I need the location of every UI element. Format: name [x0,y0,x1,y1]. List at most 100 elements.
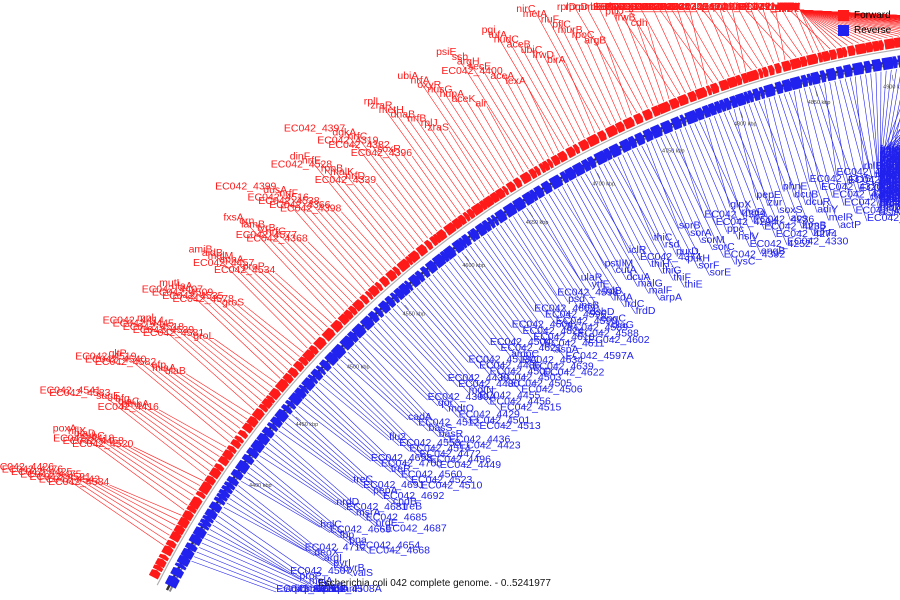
reverse-gene-label-leader [318,382,390,441]
forward-gene-label: malM [208,250,234,262]
forward-gene-label: cpxR [776,1,800,13]
forward-gene-label: kdgT [777,1,801,13]
forward-gene-label-leader [353,175,415,250]
forward-gene-label-leader [156,364,241,429]
reverse-gene-label-leader [879,134,900,155]
forward-gene-label-leader [72,474,170,536]
reverse-gene-label-leader [347,351,429,432]
forward-gene-label: dapF [776,1,800,13]
reverse-gene-label: asnC [880,171,900,183]
forward-gene-label: kup [783,1,800,13]
reverse-gene-label: EC042_4513 [479,420,540,432]
forward-gene-label: fpr [788,1,801,13]
reverse-gene-label: EC042_4692 [383,490,444,502]
forward-gene-label: EC042_4414 [103,315,164,327]
reverse-gene-label: EC042_4698 [371,452,432,464]
reverse-gene-feature [431,253,447,269]
reverse-gene-label-leader [699,121,762,255]
forward-gene-label-leader [342,171,410,253]
reverse-gene-label: dsbD [590,306,615,318]
reverse-gene-label: EC042_4505 [511,378,572,390]
forward-gene-label-leader [530,47,580,141]
reverse-gene-label: phnG [318,580,344,592]
forward-gene-feature [443,222,457,236]
reverse-gene-label: engC [601,313,627,325]
reverse-gene-label-leader [388,311,459,388]
reverse-gene-label-leader [229,498,325,562]
reverse-gene-label-leader [517,213,580,309]
reverse-gene-feature [197,522,210,531]
forward-gene-feature [528,168,538,180]
forward-gene-label: orn [239,215,254,227]
forward-gene-feature [396,258,411,273]
reverse-gene-feature [192,526,207,540]
reverse-gene-label: fdhF [813,227,834,239]
reverse-gene-label: rsd [665,239,680,251]
reverse-gene-label-leader [714,115,754,223]
reverse-gene-label: hemY [880,143,900,155]
forward-gene-label-leader [738,9,769,66]
forward-gene-label: aceA [490,70,514,82]
reverse-gene-feature [852,62,864,76]
forward-gene-label-leader [331,167,406,257]
reverse-gene-label-leader [209,529,300,580]
reverse-gene-label-leader [424,281,511,387]
forward-gene-label-leader [799,9,848,46]
reverse-gene-label-leader [855,76,864,170]
reverse-gene-label: pyrB [343,562,365,574]
forward-gene-feature [466,208,476,220]
reverse-gene-feature [284,399,297,410]
reverse-gene-label: frdD [636,305,656,317]
reverse-gene-label-leader [199,547,305,593]
forward-gene-label: udp [782,1,800,13]
reverse-gene-feature [202,514,214,524]
reverse-gene-feature [781,78,792,93]
reverse-gene-label: cadB [880,156,900,168]
forward-gene-label-leader [565,62,596,133]
reverse-gene-label-leader [548,194,614,301]
forward-gene-label-leader [506,37,570,147]
reverse-gene-feature [174,562,187,571]
forward-gene-label-leader [479,64,539,164]
reverse-gene-label-leader [272,438,376,527]
reverse-gene-feature [863,60,872,74]
forward-gene-label: EC042_4255 [739,1,800,13]
reverse-gene-label: sorF [698,260,719,272]
reverse-gene-label: hslV [738,231,758,243]
forward-gene-label: lpfB [782,1,800,13]
reverse-gene-feature [213,496,226,506]
reverse-gene-label-leader [804,88,833,198]
reverse-gene-feature [469,227,481,241]
reverse-gene-feature [403,280,414,292]
forward-gene-label-leader [750,9,774,64]
forward-gene-label-leader [799,9,820,52]
reverse-gene-label: pyrI [333,557,351,569]
forward-gene-feature [258,403,269,413]
forward-gene-feature [781,60,791,72]
forward-gene-feature [385,269,398,282]
reverse-gene-feature [367,310,380,324]
forward-gene-feature [234,435,245,444]
forward-gene-label-leader [53,469,164,546]
forward-gene-label-leader [185,373,251,415]
forward-gene-label-leader [356,135,433,235]
reverse-gene-feature [684,109,699,125]
reverse-gene-feature [230,468,244,481]
forward-gene-label: rdoA [778,1,800,13]
reverse-gene-label: hemX [880,188,900,200]
reverse-gene-label-leader [689,125,739,240]
reverse-gene-label-leader [491,230,557,325]
forward-gene-label-leader [400,151,452,221]
reverse-gene-label: EC042_4496 [430,454,491,466]
reverse-gene-label: EC042_4603 [534,302,595,314]
reverse-gene-label: EC042_4315 [810,173,871,185]
reverse-gene-label-leader [793,90,810,183]
forward-gene-label: pflD [605,6,624,18]
forward-gene-label: EC042_4426 [0,461,54,473]
reverse-gene-label-leader [325,374,410,452]
forward-gene-label-leader [635,20,664,102]
reverse-gene-label: insB [579,300,599,312]
forward-gene-label: nudC [494,34,520,46]
reverse-gene-label: EC042_4514 [409,442,470,454]
reverse-gene-feature [758,86,765,100]
